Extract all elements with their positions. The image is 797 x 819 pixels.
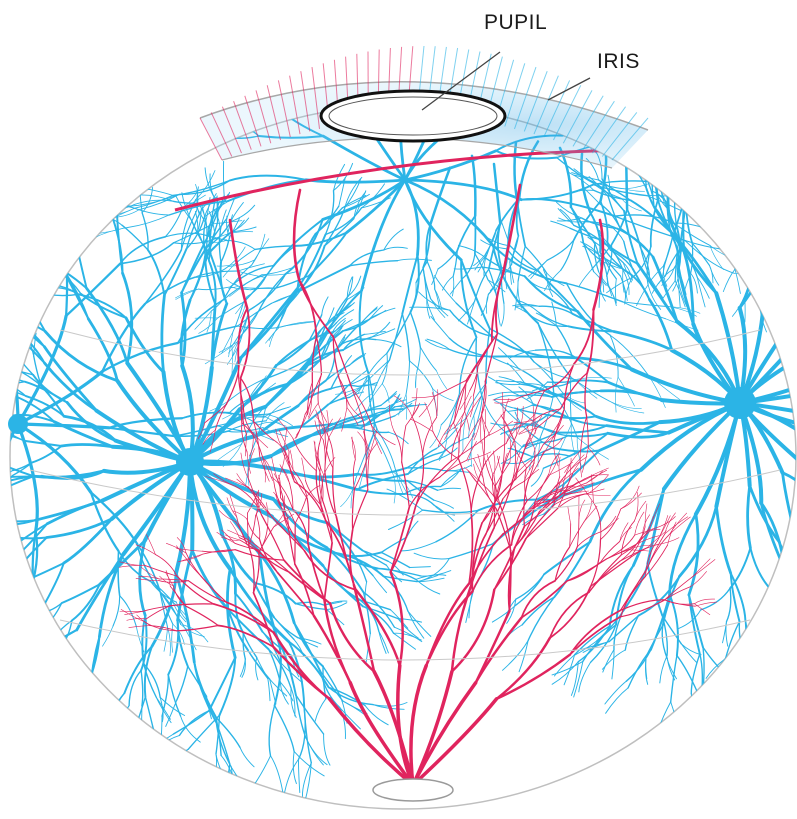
vortex-vein-right — [724, 387, 756, 419]
eyeball-globe — [10, 105, 796, 809]
vortex-vein-left — [176, 448, 204, 476]
iris-label: IRIS — [597, 50, 640, 74]
vortex-vein-edge — [8, 414, 28, 434]
optic-nerve — [373, 779, 453, 801]
pupil-label: PUPIL — [484, 11, 547, 35]
pupil — [321, 91, 505, 141]
